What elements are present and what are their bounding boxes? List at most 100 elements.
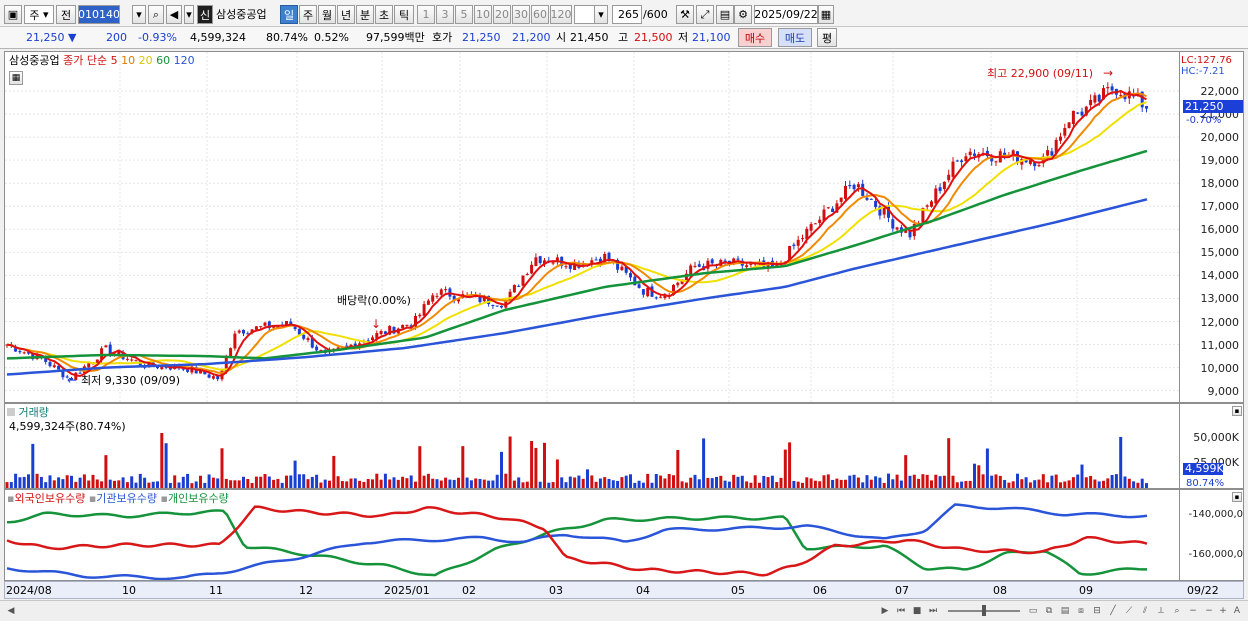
interval-60[interactable]: 60 [531,5,549,24]
candle-body [1093,95,1097,103]
current-change-label: -0.70% [1186,115,1222,126]
volume-bar [1089,475,1093,488]
interval-dropdown-icon[interactable]: ▾ [594,5,608,24]
volume-chart-panel[interactable]: 거래량 4,599,324주(80.74%) [4,403,1180,489]
volume-bar [530,441,534,488]
speaker-icon[interactable]: ◀ [166,5,182,24]
layout-icon-1[interactable]: ▭ [1028,606,1038,616]
draw-line-icon[interactable]: ╱ [1110,606,1116,616]
code-dropdown-icon[interactable]: ▾ [132,5,146,24]
volume-bar [371,479,374,488]
candle-body [788,245,792,263]
tab-minute[interactable]: 분 [356,5,374,24]
calendar-icon[interactable]: ▦ [818,5,834,24]
volume-bar [629,474,632,488]
candle-body [508,291,512,302]
tab-second[interactable]: 초 [375,5,393,24]
magnify-icon[interactable]: ⌕ [1174,606,1180,616]
tab-week[interactable]: 주 [299,5,317,24]
volume-bar [921,474,925,488]
tab-tick[interactable]: 틱 [394,5,414,24]
volume-bar [930,480,933,488]
candle-body [947,174,951,181]
search-icon[interactable]: ⌕ [148,5,164,24]
candle-body [95,359,99,364]
eval-button[interactable]: 평 [817,28,837,47]
scroll-right-icon[interactable]: ▶ [881,606,889,616]
chart-settings-icon[interactable]: ⚒ [676,5,694,24]
minus-icon[interactable]: − [1205,606,1213,616]
zoom-in-icon[interactable]: + [1219,606,1227,616]
volume-bar [35,473,39,488]
volume-bar [147,482,151,488]
volume-bar [598,478,602,488]
last-page-icon[interactable]: ⏭ [928,606,938,616]
draw-tool-icon[interactable]: ⤢ [696,5,714,24]
layout-icon-5[interactable]: ⊟ [1093,606,1101,616]
speaker-dropdown-icon[interactable]: ▾ [184,5,194,24]
date-axis: 2024/08 10 11 12 2025/01 02 03 04 05 06 … [4,581,1244,599]
candle-body [211,376,215,379]
draw-trend-icon[interactable]: ⟋ [1125,606,1133,616]
volume-bar [616,480,620,488]
volume-bar [878,477,882,488]
draw-tool-icon-2[interactable]: ⟂ [1157,606,1164,616]
layout-icon-2[interactable]: ⧉ [1045,606,1053,616]
candle-body [190,366,194,373]
zoom-out-icon[interactable]: − [1189,606,1197,616]
interval-3[interactable]: 3 [436,5,454,24]
date-input[interactable]: 2025/09/22 [754,5,818,24]
volume-bar [18,477,22,488]
market-select[interactable]: 주 ▾ [24,5,54,24]
volume-bar [517,477,521,488]
volume-panel-close-icon[interactable]: ▪ [1232,406,1242,416]
holding-chart-panel[interactable]: ▪외국인보유수량 ▪기관보유수량 ▪개인보유수량 [4,489,1180,581]
bottom-scroll-bar[interactable]: ◀ ▶ ⏮ ■ ⏭ ▭ ⧉ ▤ ⧈ ⊟ ╱ ⟋ ⫽ ⟂ ⌕ − − + A [0,600,1248,621]
tab-month[interactable]: 월 [318,5,336,24]
font-size-icon[interactable]: A [1233,606,1241,616]
layout-icon-4[interactable]: ⧈ [1078,606,1084,616]
prev-button[interactable]: 전 [56,5,76,24]
volume-bar [39,476,43,488]
interval-1[interactable]: 1 [417,5,435,24]
volume-bar [315,474,319,488]
draw-channel-icon[interactable]: ⫽ [1142,606,1147,616]
interval-5[interactable]: 5 [455,5,473,24]
legend-institution: 기관보유수량 [96,492,158,505]
candle-body [495,305,499,307]
interval-10[interactable]: 10 [474,5,492,24]
stock-code-input[interactable]: 010140 [78,5,120,24]
candle-body [160,365,164,370]
save-icon[interactable]: ▤ [716,5,734,24]
price-chart-panel[interactable]: → ↓ ← 삼성중공업 종가 단순 5 10 20 60 120 ▦ 최고 22,9… [4,51,1180,403]
candle-body [629,273,632,278]
scroll-left-icon[interactable]: ◀ [7,606,15,616]
interval-120[interactable]: 120 [550,5,572,24]
sell-button[interactable]: 매도 [778,28,812,47]
interval-30[interactable]: 30 [512,5,530,24]
chart-table-icon[interactable]: ▦ [9,71,23,85]
layout-icon-3[interactable]: ▤ [1060,606,1070,616]
stop-icon[interactable]: ■ [912,606,922,616]
tab-day[interactable]: 일 [280,5,298,24]
ma60-line [6,149,1148,360]
interval-20[interactable]: 20 [493,5,511,24]
first-page-icon[interactable]: ⏮ [896,606,906,616]
window-menu-icon[interactable]: ▣ [4,5,22,24]
volume-bar [659,475,663,488]
gear-icon[interactable]: ⚙ [734,5,752,24]
volume-tick-50000k: 50,000K [1193,431,1239,444]
ask-price: 21,250 [462,31,501,44]
candle-body [289,321,293,326]
count-input[interactable]: 265 [612,5,642,24]
candle-body [938,187,942,191]
volume-bar [409,475,413,488]
zoom-slider-thumb[interactable] [982,605,986,616]
tab-year[interactable]: 년 [337,5,355,24]
volume-bar [912,474,916,488]
candle-body [500,305,503,308]
buy-button[interactable]: 매수 [738,28,772,47]
holding-panel-close-icon[interactable]: ▪ [1232,492,1242,502]
volume-bar [27,474,30,488]
candle-body [865,197,869,200]
